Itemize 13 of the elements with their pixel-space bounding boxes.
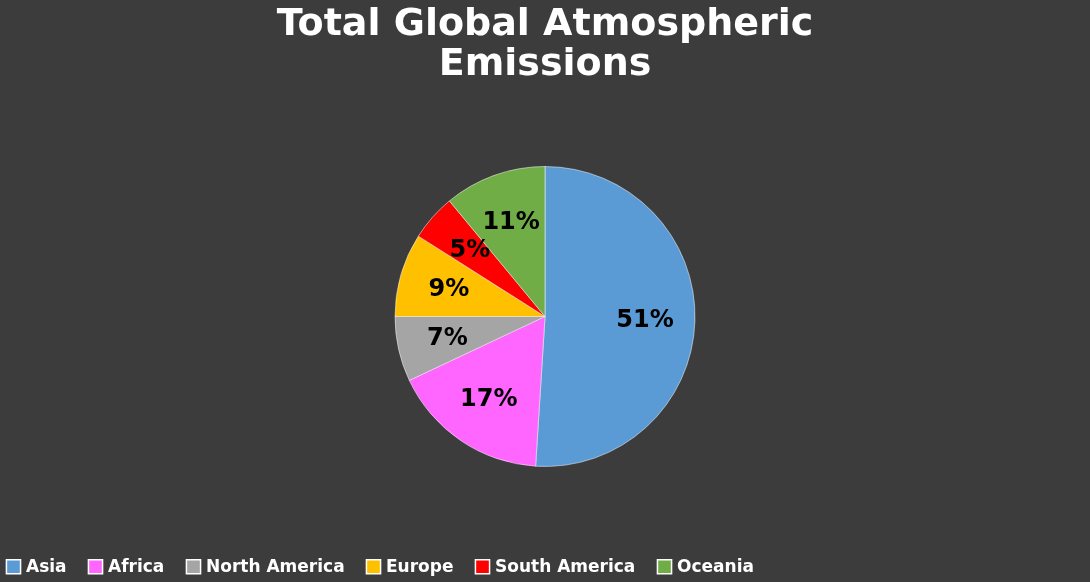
data-label: 9% [428, 273, 470, 302]
legend-label: Oceania [677, 555, 754, 576]
data-label: 7% [427, 323, 468, 352]
legend-label: Asia [26, 555, 67, 576]
legend-label: Africa [108, 555, 165, 576]
data-label: 51% [616, 304, 674, 333]
data-label: 17% [460, 384, 518, 413]
legend-label: Europe [386, 555, 454, 576]
legend-label: North America [206, 555, 345, 576]
data-label: 11% [482, 207, 540, 236]
legend-label: South America [495, 555, 636, 576]
data-label: 5% [449, 235, 491, 264]
chart-title: Total Global Atmospheric Emissions [276, 0, 814, 84]
